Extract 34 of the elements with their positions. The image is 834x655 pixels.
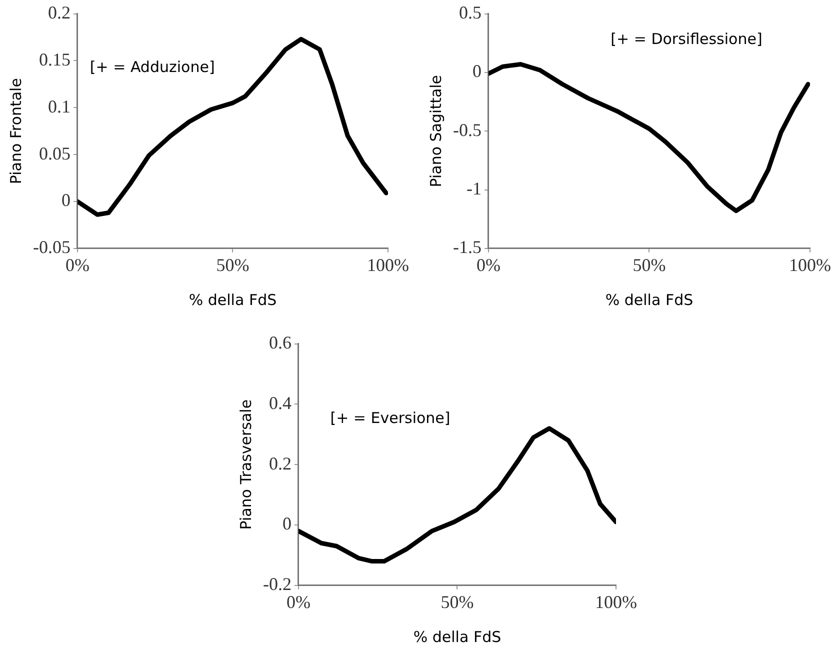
y-tick-label: -1.5 [452,237,482,258]
y-tick-label: 0.2 [268,453,292,474]
x-tick-label: 100% [595,592,638,612]
y-tick-label: 0.4 [268,392,292,413]
y-tick-label: 0 [472,61,482,82]
x-tick-label: 0% [286,592,310,612]
y-tick-label: 0 [61,190,70,210]
x-tick-label: 0% [476,254,500,275]
y-tick-label: 0.05 [38,143,70,164]
y-tick-label: 0.5 [458,2,482,23]
y-tick-label: 0 [282,514,292,534]
x-tick-label: 50% [440,592,474,612]
x-tick-label: 100% [367,254,410,275]
x-axis-title: % della FdS [605,290,694,309]
y-axis-title: Piano Sagittale [426,74,445,188]
annotation: [+ = Dorsiflessione] [610,30,762,48]
y-tick-label: -1 [466,178,482,198]
x-axis-title: % della FdS [188,290,277,309]
x-tick-label: 100% [789,254,832,275]
y-tick-label: 0.2 [48,2,70,23]
y-tick-label: -0.05 [32,237,70,258]
y-tick-label: 0.15 [38,49,70,70]
x-tick-label: 50% [632,254,666,275]
x-axis-title: % della FdS [413,628,502,646]
x-tick-label: 50% [216,254,250,275]
y-tick-label: 0.1 [48,96,70,116]
y-tick-label: -0.5 [452,120,482,140]
y-axis-title: Piano Frontale [6,78,25,184]
y-tick-label: 0.6 [268,332,292,353]
y-tick-label: -0.2 [262,574,292,594]
x-tick-label: 0% [65,254,90,275]
annotation: [+ = Eversione] [330,408,450,427]
annotation: [+ = Adduzione] [90,58,215,76]
y-axis-title: Piano Trasversale [236,399,255,530]
